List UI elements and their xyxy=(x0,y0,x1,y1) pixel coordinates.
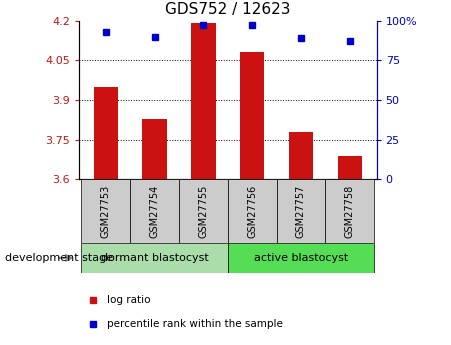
Bar xyxy=(228,179,276,243)
Text: percentile rank within the sample: percentile rank within the sample xyxy=(106,319,282,329)
Text: GSM27757: GSM27757 xyxy=(296,185,306,238)
Bar xyxy=(337,156,362,179)
Bar xyxy=(325,179,374,243)
Bar xyxy=(276,179,325,243)
Bar xyxy=(191,23,216,179)
Bar xyxy=(179,179,228,243)
Text: GSM27758: GSM27758 xyxy=(345,185,355,238)
Title: GDS752 / 12623: GDS752 / 12623 xyxy=(165,2,290,17)
Text: GSM27756: GSM27756 xyxy=(247,185,257,238)
Bar xyxy=(81,179,130,243)
Text: log ratio: log ratio xyxy=(106,295,150,305)
Bar xyxy=(240,52,264,179)
Bar xyxy=(81,243,228,273)
Bar xyxy=(228,243,374,273)
Text: development stage: development stage xyxy=(5,253,113,263)
Text: GSM27754: GSM27754 xyxy=(150,185,160,238)
Text: GSM27753: GSM27753 xyxy=(101,185,111,238)
Text: active blastocyst: active blastocyst xyxy=(254,253,348,263)
Text: GSM27755: GSM27755 xyxy=(198,185,208,238)
Bar xyxy=(143,119,167,179)
Bar xyxy=(130,179,179,243)
Bar xyxy=(289,132,313,179)
Bar xyxy=(93,87,118,179)
Text: dormant blastocyst: dormant blastocyst xyxy=(101,253,208,263)
